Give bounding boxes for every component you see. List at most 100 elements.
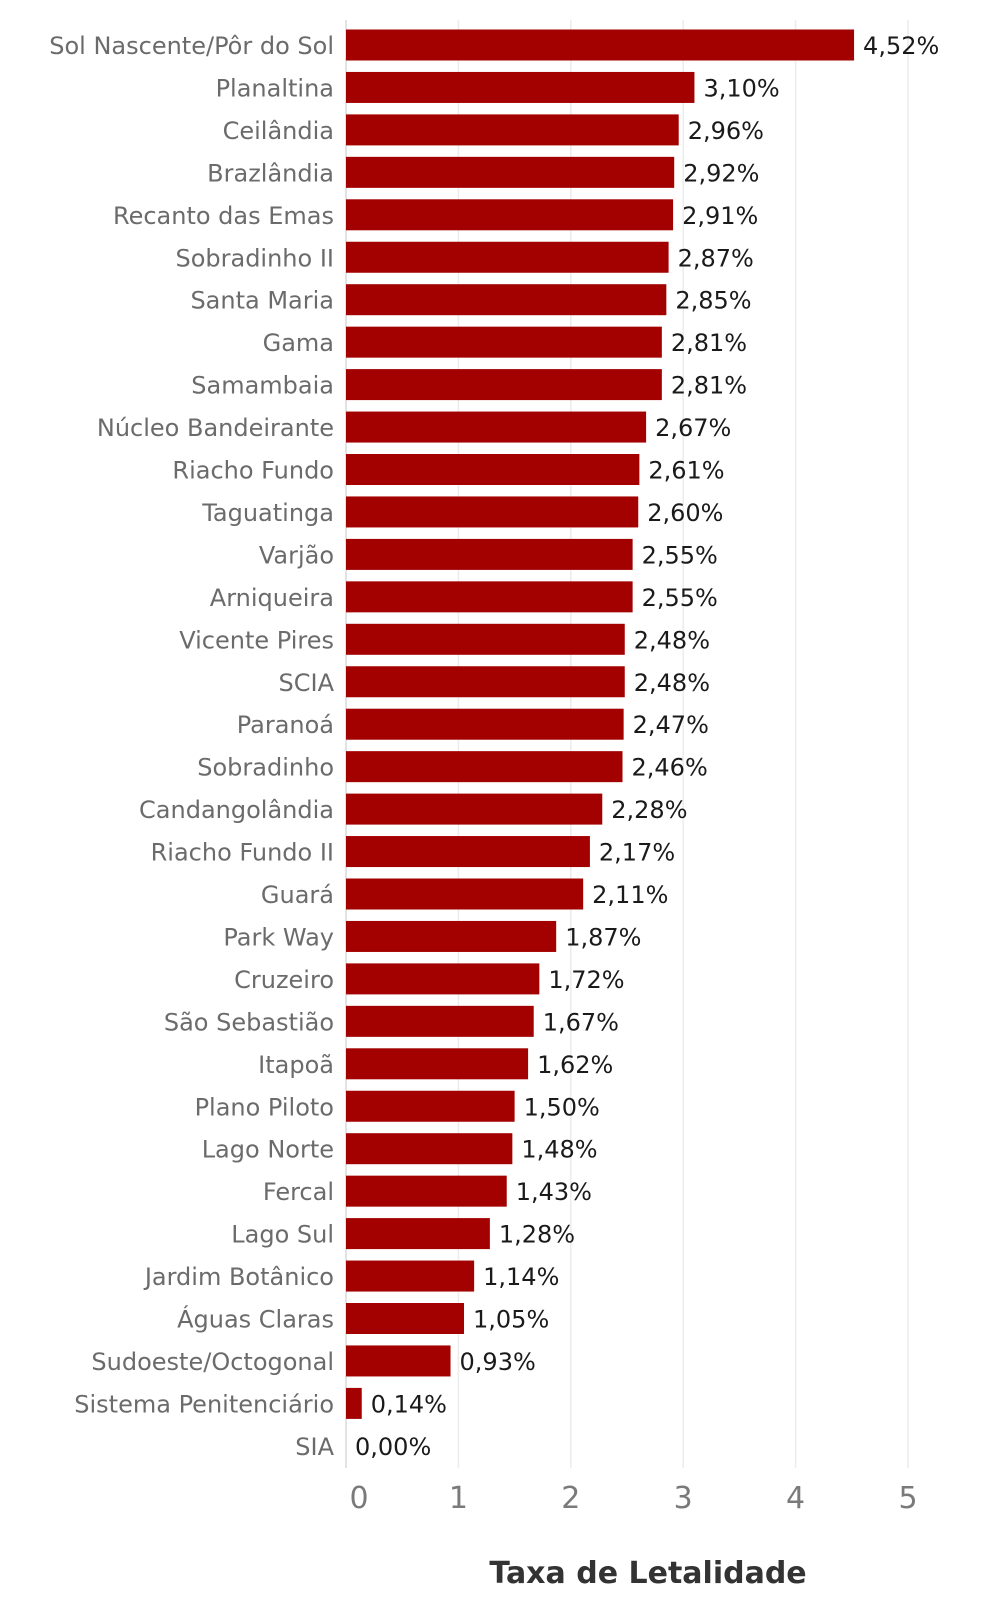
data-label: 0,00% (355, 1433, 431, 1461)
bar (346, 241, 669, 273)
bar (346, 963, 540, 995)
data-label: 1,14% (483, 1263, 559, 1291)
bar (346, 1303, 465, 1334)
data-label: 2,81% (671, 329, 747, 357)
category-label: Sol Nascente/Pôr do Sol (49, 32, 334, 60)
bar (346, 1133, 513, 1165)
category-label: Varjão (259, 541, 334, 569)
category-label: Recanto das Emas (113, 202, 334, 230)
x-tick-label: 4 (786, 1481, 805, 1516)
data-label: 2,60% (647, 499, 723, 527)
data-label: 1,43% (516, 1178, 592, 1206)
data-label: 1,72% (548, 966, 624, 994)
bar (346, 623, 625, 655)
bar (346, 1260, 475, 1292)
category-label: Gama (263, 329, 334, 357)
bar (346, 156, 675, 188)
x-axis-title: Taxa de Letalidade (489, 1556, 806, 1591)
category-label: Brazlândia (207, 159, 334, 187)
bar (346, 793, 603, 825)
bar (346, 326, 662, 358)
data-label: 2,96% (688, 117, 764, 145)
category-label: Park Way (223, 923, 334, 951)
data-label: 0,14% (371, 1390, 447, 1418)
bar (346, 1090, 515, 1122)
data-label: 3,10% (703, 74, 779, 102)
value-labels: 4,52% 3,10% 2,96% 2,92% 2,91% 2,87% 2,85% 2,81%… (355, 32, 939, 1461)
data-label: 2,61% (648, 457, 724, 485)
bar (346, 878, 584, 910)
category-label: Plano Piloto (195, 1093, 334, 1121)
category-label: Cruzeiro (234, 966, 334, 994)
data-label: 2,46% (632, 754, 708, 782)
bar (346, 496, 639, 528)
bar (346, 920, 557, 952)
category-label: Vicente Pires (179, 626, 334, 654)
category-label: Riacho Fundo (172, 457, 334, 485)
category-label: Fercal (263, 1178, 334, 1206)
category-label: Planaltina (216, 74, 334, 102)
category-label: Paranoá (237, 711, 334, 739)
bar (346, 71, 695, 103)
category-label: Samambaia (191, 372, 334, 400)
data-label: 1,28% (499, 1221, 575, 1249)
category-label: Águas Claras (177, 1305, 334, 1334)
bar (346, 114, 679, 146)
category-label: SIA (295, 1433, 334, 1461)
data-label: 1,87% (565, 923, 641, 951)
bar (346, 708, 624, 740)
x-tick-label: 2 (561, 1481, 580, 1516)
data-label: 2,85% (675, 287, 751, 315)
data-label: 2,48% (634, 626, 710, 654)
category-label: Núcleo Bandeirante (97, 414, 334, 442)
x-tick-label: 3 (674, 1481, 693, 1516)
bar (346, 199, 674, 231)
category-label: SCIA (279, 669, 335, 697)
x-tick-label: 5 (898, 1481, 917, 1516)
data-label: 2,17% (599, 839, 675, 867)
category-label: Sudoeste/Octogonal (91, 1348, 334, 1376)
category-label: Itapoã (258, 1051, 334, 1079)
data-label: 2,28% (611, 796, 687, 824)
data-label: 0,93% (460, 1348, 536, 1376)
category-label: Sistema Penitenciário (74, 1390, 334, 1418)
data-label: 4,52% (863, 32, 939, 60)
category-label: Riacho Fundo II (151, 839, 334, 867)
data-label: 1,67% (543, 1008, 619, 1036)
data-label: 2,92% (683, 159, 759, 187)
category-label: Lago Norte (202, 1136, 334, 1164)
bar (346, 581, 633, 613)
category-label: Taguatinga (201, 499, 334, 527)
bar (346, 1345, 451, 1377)
data-label: 2,81% (671, 372, 747, 400)
bar (346, 29, 855, 61)
data-label: 2,47% (633, 711, 709, 739)
data-label: 2,91% (682, 202, 758, 230)
bar (346, 666, 625, 698)
data-label: 1,48% (521, 1136, 597, 1164)
data-label: 1,50% (524, 1093, 600, 1121)
category-label: Sobradinho (197, 754, 334, 782)
data-label: 2,48% (634, 669, 710, 697)
x-axis-ticks: 0 1 2 3 4 5 (349, 1481, 917, 1516)
data-label: 2,55% (642, 541, 718, 569)
data-label: 2,11% (592, 881, 668, 909)
bar (346, 454, 640, 485)
bar (346, 1005, 534, 1037)
bar (346, 751, 623, 783)
category-label: Ceilândia (223, 117, 334, 145)
data-label: 1,62% (537, 1051, 613, 1079)
bar (346, 1175, 507, 1207)
bar (346, 1387, 362, 1419)
bar (346, 1048, 529, 1080)
data-label: 2,67% (655, 414, 731, 442)
bar (346, 411, 647, 443)
gridlines (345, 20, 909, 1468)
category-label: Jardim Botânico (143, 1263, 334, 1291)
category-label: Arniqueira (210, 584, 334, 612)
category-label: Santa Maria (190, 287, 334, 315)
bar (346, 369, 662, 401)
category-labels: Sol Nascente/Pôr do Sol Planaltina Ceilând… (49, 32, 334, 1461)
